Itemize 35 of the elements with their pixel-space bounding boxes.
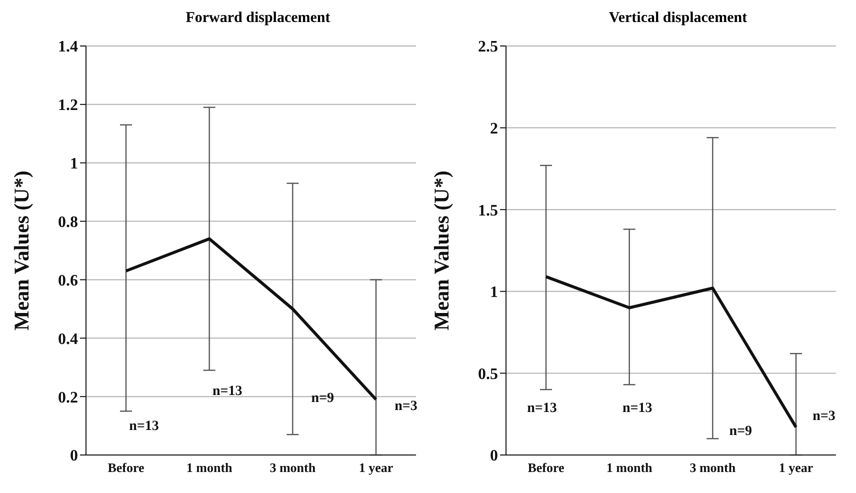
y-tick-label: 1.4	[58, 38, 78, 56]
chart-title: Vertical displacement	[608, 9, 748, 28]
x-tick-label: 1 year	[778, 460, 814, 476]
annotation: n=9	[311, 390, 334, 406]
annotation: n=3	[394, 398, 418, 414]
annotation: n=13	[212, 384, 242, 399]
y-tick-label: 0	[70, 448, 78, 465]
line-series	[124, 237, 378, 401]
x-tick-label: 1 month	[186, 460, 234, 476]
y-tick-label: 2.5	[478, 38, 498, 56]
y-tick-label: 0	[490, 448, 498, 465]
x-tick-label: Before	[108, 460, 145, 476]
y-axis-title: Mean Values (U*)	[9, 170, 34, 330]
y-tick-label: 0.2	[58, 389, 78, 406]
x-tick-label: 3 month	[690, 460, 736, 476]
annotation: n=13	[129, 418, 159, 434]
annotation: n=13	[527, 400, 557, 416]
y-tick-label: 0.6	[58, 272, 78, 290]
y-tick-label: 0.5	[478, 366, 498, 383]
chart-title: Forward displacement	[184, 9, 332, 28]
y-tick-label: 0.4	[58, 330, 78, 348]
y-axis-title: Mean Values (U*)	[429, 170, 454, 330]
y-tick-label: 1	[70, 156, 78, 173]
y-tick-label: 1	[490, 284, 498, 302]
y-tick-label: 0.8	[58, 214, 78, 231]
y-tick-label: 1.5	[478, 202, 498, 220]
annotation: n=13	[622, 400, 652, 416]
annotation: n=9	[729, 424, 752, 439]
y-tick-label: 2	[490, 120, 498, 138]
x-tick-label: Before	[528, 460, 565, 476]
x-tick-label: 3 month	[270, 460, 316, 476]
annotation: n=3	[812, 408, 836, 424]
x-tick-label: 1 year	[358, 460, 394, 476]
x-tick-label: 1 month	[606, 460, 654, 476]
y-tick-label: 1.2	[58, 97, 78, 114]
